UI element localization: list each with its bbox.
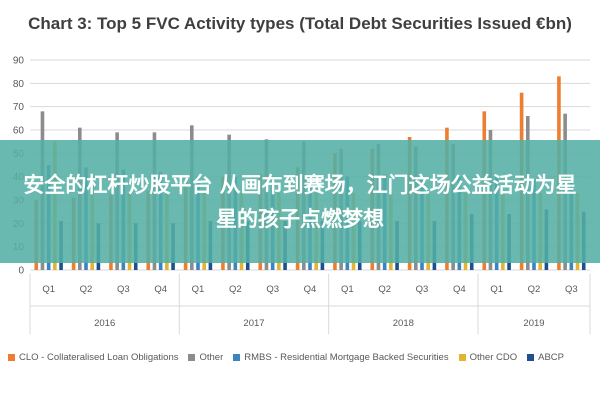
year-label: 2016 (94, 318, 115, 329)
overlay-banner: 安全的杠杆炒股平台 从画布到赛场，江门这场公益活动为星星的孩子点燃梦想 (0, 140, 600, 263)
y-tick-label: 90 (13, 56, 25, 67)
x-tick-label: Q1 (42, 284, 55, 295)
x-tick-label: Q1 (490, 284, 503, 295)
x-tick-label: Q4 (154, 284, 167, 295)
legend-item: Other (188, 352, 223, 363)
legend-item: Other CDO (458, 352, 518, 363)
x-tick-label: Q2 (229, 284, 242, 295)
legend-swatch (8, 354, 15, 361)
year-label: 2017 (243, 318, 264, 329)
x-tick-label: Q3 (117, 284, 130, 295)
x-tick-label: Q1 (192, 284, 205, 295)
x-tick-label: Q3 (416, 284, 429, 295)
x-tick-label: Q2 (378, 284, 391, 295)
y-tick-label: 0 (18, 266, 24, 277)
x-tick-label: Q3 (266, 284, 279, 295)
x-tick-label: Q4 (453, 284, 466, 295)
legend-swatch (458, 354, 466, 361)
y-tick-label: 60 (13, 126, 25, 137)
legend-label: Other (199, 352, 224, 363)
legend-swatch (188, 354, 196, 361)
legend-swatch (527, 354, 535, 361)
x-tick-label: Q2 (80, 284, 93, 295)
legend-item: CLO - Collateralised Loan Obligations (8, 352, 178, 363)
legend-label: CLO - Collateralised Loan Obligations (19, 352, 179, 363)
legend-label: RMBS - Residential Mortgage Backed Secur… (244, 352, 449, 363)
chart-legend: CLO - Collateralised Loan Obligations Oth… (8, 352, 598, 363)
x-tick-label: Q4 (304, 284, 317, 295)
legend-label: Other CDO (469, 352, 518, 363)
year-label: 2018 (393, 318, 414, 329)
x-tick-label: Q3 (565, 284, 578, 295)
year-label: 2019 (523, 318, 544, 329)
legend-item: ABCP (527, 352, 564, 363)
x-tick-label: Q2 (528, 284, 541, 295)
legend-item: RMBS - Residential Mortgage Backed Secur… (233, 352, 449, 363)
x-tick-label: Q1 (341, 284, 354, 295)
legend-label: ABCP (538, 352, 564, 363)
y-tick-label: 70 (13, 102, 25, 113)
y-tick-label: 80 (13, 79, 25, 90)
chart-title: Chart 3: Top 5 FVC Activity types (Total… (28, 14, 572, 33)
legend-swatch (233, 354, 241, 361)
overlay-text: 安全的杠杆炒股平台 从画布到赛场，江门这场公益活动为星星的孩子点燃梦想 (23, 172, 577, 231)
